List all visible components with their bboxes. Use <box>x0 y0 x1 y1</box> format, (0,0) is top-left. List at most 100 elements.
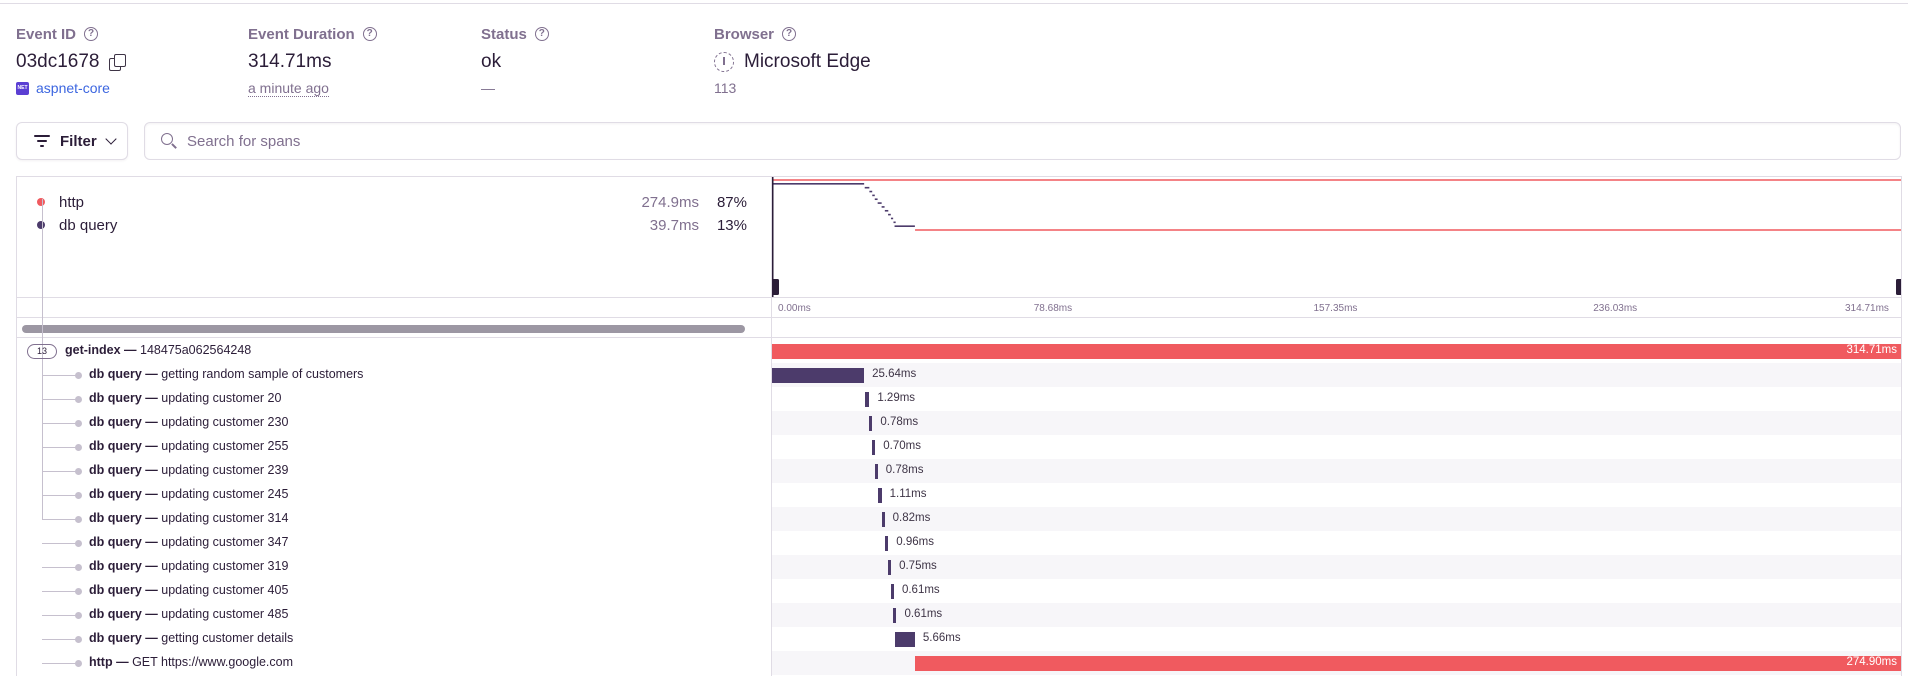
event-id-section: Event ID ? 03dc1678 NET aspnet-core <box>16 25 127 97</box>
span-label: db query — updating customer 347 <box>89 535 288 549</box>
status-value: ok <box>481 51 502 72</box>
status-label: Status <box>481 25 527 43</box>
tree-connector <box>42 423 80 424</box>
span-op: db query <box>89 511 142 525</box>
span-label: http — GET https://www.google.com <box>89 655 293 669</box>
span-bar[interactable] <box>884 536 889 551</box>
filter-label: Filter <box>60 132 97 150</box>
span-tree-cell: db query — getting customer details <box>17 627 771 651</box>
span-row[interactable]: db query — updating customer 485 0.61ms <box>17 603 1901 627</box>
tree-node-dot <box>75 564 82 571</box>
span-bar[interactable] <box>872 440 876 455</box>
span-bar[interactable] <box>915 656 1901 671</box>
span-row[interactable]: http — GET https://www.google.com 274.90m… <box>17 651 1901 675</box>
span-duration: 5.66ms <box>922 632 961 644</box>
span-op: db query <box>89 463 142 477</box>
span-row[interactable]: db query — updating customer 20 1.29ms <box>17 387 1901 411</box>
span-op: db query <box>89 583 142 597</box>
span-op: db query <box>89 439 142 453</box>
span-separator: — <box>141 607 162 621</box>
project-link[interactable]: aspnet-core <box>36 80 110 96</box>
horizontal-scrollbar[interactable] <box>22 325 745 333</box>
span-label: db query — updating customer 319 <box>89 559 288 573</box>
browser-version: 113 <box>714 80 737 96</box>
span-bar[interactable] <box>894 632 915 647</box>
span-bar[interactable] <box>881 512 885 527</box>
search-input[interactable] <box>187 132 1887 150</box>
filter-button[interactable]: Filter <box>16 122 128 160</box>
span-label: db query — updating customer 230 <box>89 415 288 429</box>
span-row[interactable]: db query — updating customer 405 0.61ms <box>17 579 1901 603</box>
span-bar[interactable] <box>772 344 1901 359</box>
span-bar[interactable] <box>772 368 865 383</box>
span-timeline-cell: 0.61ms <box>772 603 1901 627</box>
copy-icon[interactable] <box>109 54 127 71</box>
span-label: db query — updating customer 405 <box>89 583 288 597</box>
axis-tick-label: 157.35ms <box>1313 303 1358 314</box>
help-icon[interactable]: ? <box>534 27 549 41</box>
trace-panel: http 274.9ms 87% db query 39.7ms 13% 0.0… <box>16 176 1902 676</box>
span-row[interactable]: db query — updating customer 319 0.75ms <box>17 555 1901 579</box>
event-timestamp[interactable]: a minute ago <box>248 79 329 97</box>
browser-section: Browser ? Microsoft Edge 113 <box>714 25 871 97</box>
span-separator: — <box>120 343 141 357</box>
span-bar[interactable] <box>864 392 870 407</box>
tree-connector <box>42 399 80 400</box>
span-row[interactable]: db query — updating customer 347 0.96ms <box>17 531 1901 555</box>
span-duration: 314.71ms <box>1846 344 1897 356</box>
scrollbar-divider <box>17 337 1901 338</box>
legend-item-db-query[interactable]: db query 39.7ms 13% <box>37 215 747 235</box>
span-description: updating customer 20 <box>161 391 282 405</box>
span-row[interactable]: db query — updating customer 239 0.78ms <box>17 459 1901 483</box>
span-description: getting customer details <box>161 631 294 645</box>
span-duration: 25.64ms <box>872 368 917 380</box>
span-tree-cell: db query — updating customer 239 <box>17 459 771 483</box>
span-duration: 274.90ms <box>1846 656 1897 668</box>
span-label: db query — updating customer 314 <box>89 511 288 525</box>
span-bar[interactable] <box>877 488 882 503</box>
span-tree-cell: db query — updating customer 314 <box>17 507 771 531</box>
child-count-toggle[interactable]: 13 <box>27 344 57 359</box>
legend-item-http[interactable]: http 274.9ms 87% <box>37 192 747 212</box>
span-bar[interactable] <box>893 608 897 623</box>
tree-node-dot <box>75 444 82 451</box>
minimap-left-handle <box>772 279 779 295</box>
span-tree-cell: http — GET https://www.google.com <box>17 651 771 675</box>
tree-node-dot <box>75 636 82 643</box>
help-icon[interactable]: ? <box>362 27 377 41</box>
axis-divider <box>17 317 1901 318</box>
span-bar[interactable] <box>874 464 878 479</box>
tree-connector <box>42 447 80 448</box>
span-row[interactable]: db query — updating customer 230 0.78ms <box>17 411 1901 435</box>
span-row[interactable]: db query — updating customer 314 0.82ms <box>17 507 1901 531</box>
tree-connector <box>42 543 80 544</box>
dotnet-platform-icon: NET <box>16 81 29 95</box>
span-description: getting random sample of customers <box>161 367 364 381</box>
span-row[interactable]: db query — getting customer details 5.66m… <box>17 627 1901 651</box>
span-description: updating customer 485 <box>161 607 289 621</box>
span-tree-cell: db query — updating customer 319 <box>17 555 771 579</box>
help-icon[interactable]: ? <box>782 27 797 41</box>
help-icon[interactable]: ? <box>84 27 99 41</box>
span-row[interactable]: db query — getting random sample of cust… <box>17 363 1901 387</box>
span-op: db query <box>89 607 142 621</box>
span-label: db query — updating customer 245 <box>89 487 288 501</box>
tree-node-dot <box>75 396 82 403</box>
span-tree-cell: db query — updating customer 20 <box>17 387 771 411</box>
span-op: db query <box>89 415 142 429</box>
span-label: db query — getting random sample of cust… <box>89 367 363 381</box>
span-bar[interactable] <box>869 416 873 431</box>
span-op: db query <box>89 391 142 405</box>
span-timeline-cell: 274.90ms <box>772 651 1901 675</box>
span-bar[interactable] <box>888 560 892 575</box>
span-row[interactable]: db query — updating customer 255 0.70ms <box>17 435 1901 459</box>
span-bar[interactable] <box>890 584 894 599</box>
search-box[interactable] <box>144 122 1901 160</box>
minimap-left-edge <box>772 177 774 297</box>
span-row[interactable]: db query — updating customer 245 1.11ms <box>17 483 1901 507</box>
span-op: db query <box>89 559 142 573</box>
span-row[interactable]: 13 get-index — 148475a062564248 314.71ms <box>17 339 1901 363</box>
trace-minimap[interactable] <box>772 177 1902 297</box>
span-timeline-cell: 0.70ms <box>772 435 1901 459</box>
axis-tick-label: 78.68ms <box>1033 303 1073 314</box>
